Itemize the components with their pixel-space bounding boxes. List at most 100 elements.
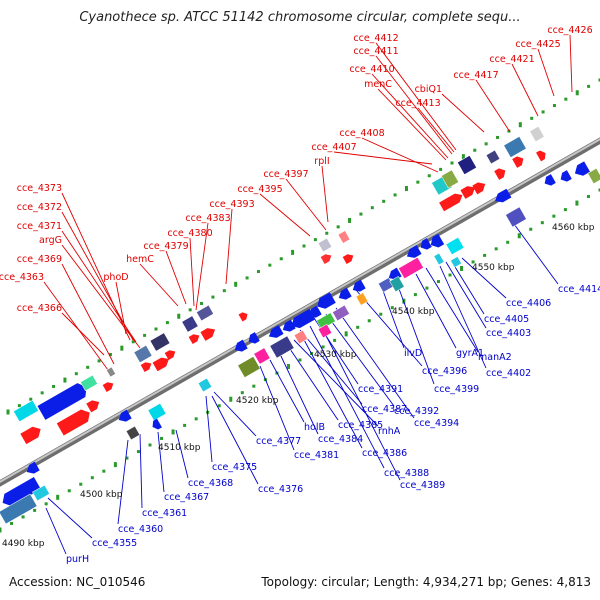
gene-label-reverse: cce_4385	[338, 420, 383, 431]
leader-line	[259, 365, 295, 451]
leader-line	[321, 165, 329, 223]
gene-body	[494, 168, 506, 180]
tick-marks	[0, 78, 600, 533]
leader-line	[61, 244, 141, 349]
gene-label-reverse: cce_4367	[164, 492, 209, 503]
gene-label-reverse: cce_4402	[486, 368, 531, 379]
gene-label-forward: cce_4380	[167, 228, 212, 239]
tick-mark	[171, 429, 175, 435]
tick-mark	[298, 358, 302, 362]
gene-block	[337, 230, 351, 244]
leader-line	[417, 107, 455, 153]
gene-arrow-forward	[37, 383, 87, 420]
gene-body	[529, 125, 545, 143]
gene-block	[133, 344, 153, 364]
tick-mark	[439, 167, 443, 171]
gene-label-forward: cce_4379	[143, 241, 188, 252]
tick-mark	[460, 265, 464, 271]
gene-body	[293, 329, 309, 345]
gene-arrow-forward	[494, 168, 506, 180]
gene-block	[149, 332, 171, 352]
tick-mark	[113, 462, 117, 468]
gene-body	[248, 332, 260, 344]
gene-label-forward: cce_4417	[453, 70, 498, 81]
gene-arrow-reverse	[248, 332, 260, 344]
gene-block	[197, 377, 213, 393]
gene-arrow-reverse	[282, 319, 296, 332]
gene-label-reverse: cce_4405	[484, 314, 529, 325]
gene-label-forward: cce_4412	[353, 33, 398, 44]
gene-arrow-reverse	[26, 461, 40, 474]
gene-label-reverse: cce_4387	[362, 404, 407, 415]
gene-block	[13, 399, 39, 423]
tick-mark	[165, 321, 169, 325]
gene-body	[0, 493, 38, 525]
gene-label-reverse: cce_4386	[362, 448, 407, 459]
tick-mark	[348, 217, 352, 223]
leader-line	[309, 325, 385, 469]
gene-block	[125, 425, 141, 441]
tick-mark	[359, 212, 363, 216]
gene-label-reverse: cce_4388	[384, 468, 429, 479]
scale-label: 4490 kbp	[2, 539, 45, 549]
leader-line	[165, 250, 187, 305]
topology-text: Topology: circular; Length: 4,934,271 bp…	[261, 575, 591, 589]
tick-mark	[29, 397, 33, 401]
tick-mark	[33, 508, 37, 512]
tick-mark	[471, 260, 475, 264]
gene-body	[342, 254, 354, 264]
tick-mark	[586, 195, 590, 199]
leader-line	[451, 261, 485, 315]
gene-label-forward: cce_4410	[349, 64, 394, 75]
tick-mark	[461, 154, 465, 160]
tick-mark	[379, 312, 383, 316]
gene-body	[237, 356, 261, 378]
tick-mark	[356, 325, 360, 329]
gene-block	[377, 277, 395, 293]
gene-body	[317, 292, 336, 309]
scale-label: 4540 kbp	[392, 307, 435, 317]
gene-label-reverse: gyrA1	[456, 348, 484, 359]
leader-line	[375, 55, 453, 155]
gene-arrow-reverse	[544, 174, 556, 186]
gene-label-forward: cce_4393	[209, 199, 254, 210]
tick-mark	[416, 180, 420, 184]
gene-body	[102, 382, 114, 392]
leader-line	[355, 289, 423, 367]
gene-arrow-reverse	[495, 188, 512, 203]
gene-block	[106, 366, 116, 378]
leader-line	[335, 307, 415, 419]
gene-body	[200, 328, 216, 341]
leader-line	[511, 63, 539, 117]
gene-body	[440, 169, 460, 189]
leader-line	[285, 178, 327, 231]
gene-block	[181, 315, 199, 333]
tick-mark	[506, 240, 510, 244]
gene-body	[86, 400, 100, 413]
tick-mark	[325, 231, 329, 235]
gene-body	[406, 245, 422, 258]
gene-arrow-forward	[188, 334, 200, 344]
gene-body	[420, 238, 432, 250]
leader-line	[371, 73, 449, 159]
gene-label-forward: cce_4413	[395, 98, 440, 109]
gene-label-reverse: cce_4391	[358, 384, 403, 395]
scale-label: 4520 kbp	[236, 396, 279, 406]
gene-arrow-forward	[152, 357, 169, 372]
tick-mark	[321, 345, 325, 349]
tick-mark	[56, 494, 60, 500]
gene-label-forward: cce_4371	[17, 221, 62, 232]
tick-mark	[217, 404, 221, 408]
gene-body	[560, 170, 572, 182]
leader-line	[381, 287, 405, 349]
scale-label: 4510 kbp	[158, 443, 201, 453]
tick-mark	[413, 293, 417, 297]
tick-mark	[160, 436, 164, 440]
gene-block	[332, 304, 350, 322]
accession-text: Accession: NC_010546	[9, 575, 146, 589]
leader-line	[317, 319, 401, 481]
gene-arrow-reverse	[2, 477, 41, 507]
tick-mark	[229, 396, 233, 402]
gene-label-reverse: cce_4406	[506, 298, 551, 309]
gene-body	[106, 366, 116, 378]
